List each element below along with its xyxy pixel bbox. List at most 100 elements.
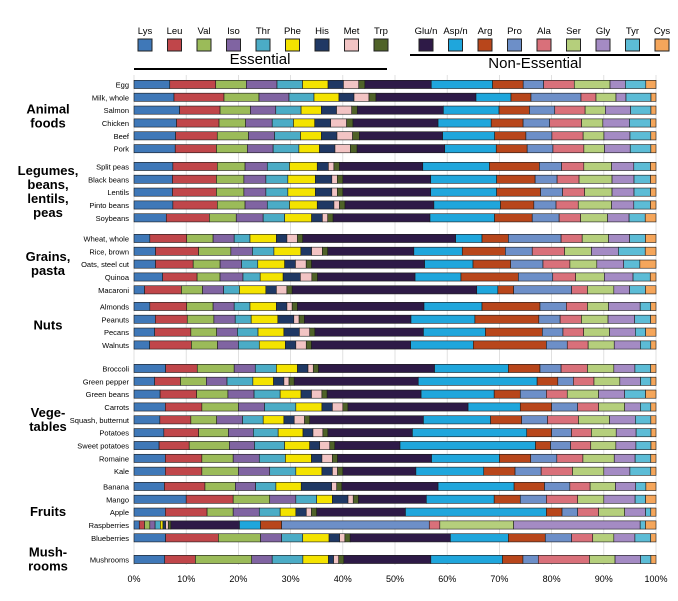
bar-segment-leu (172, 200, 218, 210)
bar-segment-met (165, 520, 169, 530)
bar-segment-lys (133, 327, 155, 337)
bar-segment-val (181, 285, 203, 295)
bar-segment-arg (494, 131, 527, 141)
bar-segment-tyr (633, 174, 651, 184)
legend-swatch-iso (226, 38, 241, 52)
bar-segment-phe (289, 200, 318, 210)
bar-segment-glu-n (170, 520, 240, 530)
bar-segment-lys (133, 234, 151, 243)
bar-segment-val (201, 402, 239, 412)
bar-segment-glu-n (297, 302, 425, 311)
bar-segment-asp-n (423, 302, 483, 311)
bar-segment-iso (235, 482, 256, 491)
bar-segment-phe (293, 118, 316, 128)
bar-segment-ala (540, 466, 573, 476)
bar-segment-lys (133, 376, 155, 386)
bar-segment-gly (619, 376, 641, 386)
bar-segment-ser (584, 105, 606, 115)
bar-segment-his (276, 234, 288, 243)
bar-segment-glu-n (302, 234, 456, 243)
bar-segment-arg (461, 246, 506, 256)
bar-segment-iso (228, 428, 254, 438)
legend-label-glu-n: Glu/n (415, 26, 438, 37)
bar-segment-lys (133, 507, 166, 517)
bar-segment-iso (235, 213, 264, 223)
bar-segment-phe (298, 144, 320, 154)
bar-segment-ala (556, 453, 584, 463)
bar-segment-met (336, 105, 353, 115)
bar-segment-met (331, 187, 338, 197)
bar-segment-pro (539, 162, 562, 171)
bar-segment-val (216, 187, 245, 197)
bar-segment-trp (333, 162, 340, 171)
bar-segment-cys (650, 92, 657, 102)
legend-label-iso: Iso (227, 26, 240, 37)
x-tick-label: 0% (127, 574, 140, 584)
bar-segment-lys (133, 482, 165, 491)
bar-segment-met (307, 364, 314, 373)
bar-segment-pro (546, 340, 568, 350)
bar-segment-thr (258, 453, 286, 463)
bar-segment-ser (575, 272, 605, 282)
bar-segment-thr (223, 285, 240, 295)
bar-segment-phe (289, 162, 318, 171)
bar-segment-thr (272, 144, 300, 154)
bar-segment-val (201, 453, 234, 463)
bar-segment-gly (615, 428, 637, 438)
bar-segment-cys (645, 389, 657, 399)
bar-segment-trp (305, 340, 312, 350)
bar-segment-his (311, 213, 323, 223)
bar-segment-pro (539, 302, 567, 311)
bar-row (133, 174, 657, 184)
bar-segment-asp-n (455, 234, 483, 243)
bar-segment-leu (165, 507, 208, 517)
legend-label-ala: Ala (537, 26, 551, 37)
bar-segment-cys (650, 174, 657, 184)
bar-segment-phe (313, 92, 340, 102)
bar-segment-lys (133, 555, 166, 564)
bar-segment-ser (581, 118, 604, 128)
bar-row (133, 213, 657, 223)
bar-segment-asp-n (405, 507, 547, 517)
legend-label-gly: Gly (596, 26, 611, 37)
legend-swatch-asp-n (448, 38, 463, 52)
bar-segment-thr (255, 482, 277, 491)
bar-segment-iso (243, 174, 267, 184)
bar-segment-iso (244, 162, 268, 171)
bar-segment-lys (133, 389, 161, 399)
bar-segment-lys (133, 441, 160, 450)
bar-row (133, 453, 657, 463)
bar-segment-asp-n (420, 389, 495, 399)
bar-segment-met (295, 340, 307, 350)
legend-label-trp: Trp (374, 26, 388, 37)
row-label: Mango (106, 495, 129, 504)
bar-segment-thr (238, 340, 260, 350)
bar-segment-gly (603, 494, 636, 504)
bar-segment-ala (552, 144, 585, 154)
bar-segment-glu-n (316, 507, 406, 517)
bar-segment-leu (149, 302, 188, 311)
bar-segment-his (300, 246, 312, 256)
bar-segment-ser (573, 80, 611, 89)
bar-segment-gly (611, 174, 635, 184)
legend-swatch-thr (255, 38, 271, 52)
bar-segment-ser (583, 327, 610, 337)
group-label: Grains, (26, 249, 71, 264)
bar-segment-tyr (634, 364, 652, 373)
bar-segment-phe (239, 285, 267, 295)
bar-segment-trp (298, 314, 305, 324)
bar-segment-asp-n (426, 494, 495, 504)
bar-segment-arg (460, 272, 519, 282)
bar-segment-cys (650, 533, 657, 543)
bar-segment-asp-n (423, 415, 491, 425)
bar-segment-trp (332, 453, 338, 463)
row-label: Kale (114, 467, 129, 476)
row-label: Salmon (104, 106, 129, 115)
bar-segment-gly (598, 389, 625, 399)
bar-segment-val (218, 533, 261, 543)
bar-segment-gly (613, 364, 636, 373)
bar-segment-glu-n (309, 415, 424, 425)
bar-segment-val (216, 200, 246, 210)
bar-segment-glu-n (347, 402, 469, 412)
bar-segment-ser (572, 466, 605, 476)
